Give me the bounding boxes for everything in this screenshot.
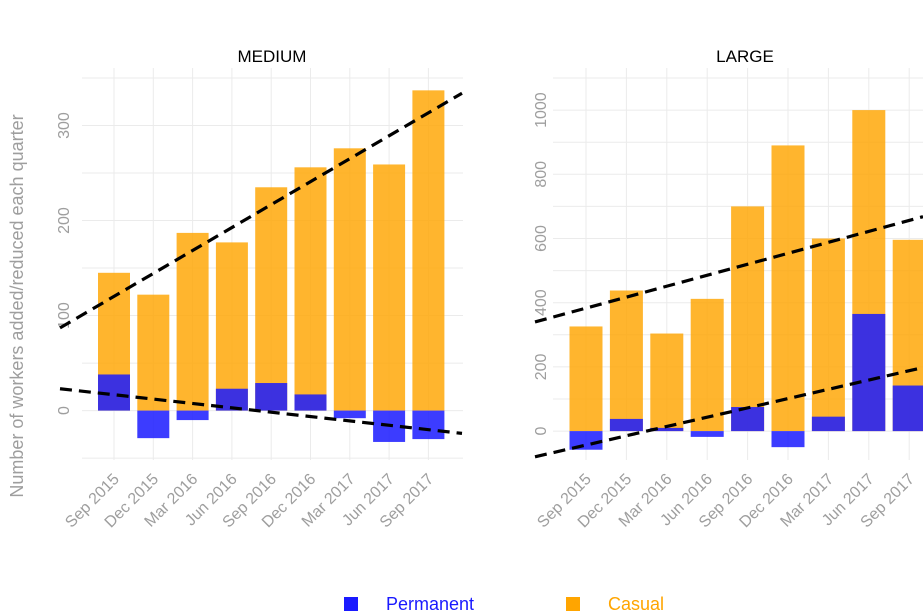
bar-permanent-sep-2016: [731, 407, 765, 432]
y-tick-label: 200: [533, 353, 550, 380]
bar-casual-dec-2015: [609, 290, 643, 432]
y-tick-label: 400: [533, 289, 550, 316]
legend-key-permanent: [344, 597, 358, 611]
y-axis-title: Number of workers added/reduced each qua…: [7, 114, 27, 497]
bar-casual-sep-2015: [569, 326, 603, 432]
bar-casual-jun-2016: [215, 242, 248, 411]
bar-permanent-jun-2016: [215, 388, 248, 411]
panel-title-large: LARGE: [716, 47, 774, 66]
bar-casual-mar-2017: [333, 148, 366, 411]
bar-permanent-dec-2015: [137, 410, 170, 439]
bar-casual-sep-2016: [731, 206, 765, 432]
bar-permanent-jun-2016: [690, 431, 724, 437]
trend-line-casual: [534, 215, 923, 324]
bar-casual-sep-2016: [255, 187, 288, 411]
bar-permanent-dec-2016: [771, 431, 805, 448]
bar-permanent-mar-2016: [176, 410, 209, 421]
bar-permanent-jun-2017: [852, 313, 886, 432]
bar-casual-jun-2016: [690, 298, 724, 432]
legend-item-permanent: Permanent: [344, 594, 474, 614]
bar-permanent-mar-2017: [333, 410, 366, 419]
bar-permanent-dec-2015: [609, 418, 643, 432]
bar-casual-mar-2016: [650, 333, 684, 432]
legend-key-casual: [566, 597, 580, 611]
bar-permanent-sep-2015: [569, 431, 603, 450]
bar-permanent-sep-2017: [412, 410, 445, 440]
trend-line-permanent: [534, 365, 923, 459]
y-tick-label: 0: [533, 427, 550, 436]
bar-casual-dec-2015: [137, 294, 170, 411]
y-tick-label: 300: [56, 112, 73, 139]
bar-permanent-mar-2017: [811, 416, 845, 432]
y-tick-label: 600: [533, 225, 550, 252]
bar-casual-mar-2017: [811, 238, 845, 432]
bar-permanent-sep-2017: [892, 385, 923, 432]
panel-title-medium: MEDIUM: [238, 47, 307, 66]
chart-area: Number of workers added/reduced each qua…: [7, 47, 923, 531]
y-tick-label: 1000: [533, 92, 550, 128]
y-tick-label: 800: [533, 161, 550, 188]
bar-casual-mar-2016: [176, 232, 209, 411]
legend-label-permanent: Permanent: [386, 594, 475, 614]
bar-permanent-dec-2016: [294, 394, 327, 411]
bar-casual-jun-2017: [373, 164, 406, 411]
trend-line-casual: [59, 91, 463, 330]
legend-label-casual: Casual: [608, 594, 665, 614]
bar-permanent-mar-2016: [650, 427, 684, 432]
bar-casual-sep-2017: [412, 90, 445, 411]
y-tick-label: 200: [56, 207, 73, 234]
legend-item-casual: Casual: [566, 594, 664, 614]
bar-casual-dec-2016: [294, 167, 327, 411]
bar-casual-dec-2016: [771, 145, 805, 432]
y-tick-label: 0: [56, 406, 73, 415]
bar-permanent-sep-2016: [255, 383, 288, 411]
trend-line-permanent: [59, 387, 463, 435]
legend: Permanent Casual: [0, 592, 923, 616]
